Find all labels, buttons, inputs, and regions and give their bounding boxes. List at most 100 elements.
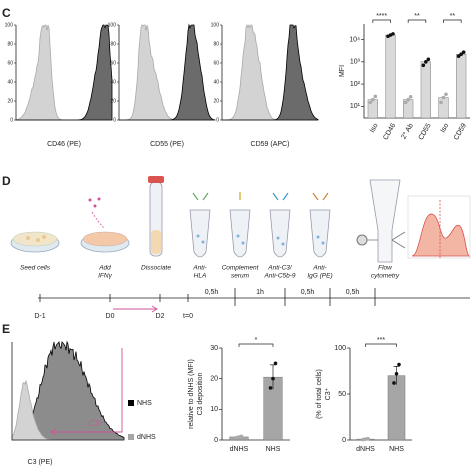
timeline-day: D-1 xyxy=(34,313,45,320)
data-point xyxy=(406,97,410,102)
y-axis-label: C3 deposition xyxy=(197,372,204,415)
data-point xyxy=(424,60,428,64)
step-label: IFNγ xyxy=(98,273,112,280)
data-point xyxy=(391,32,395,36)
data-point xyxy=(271,376,275,381)
timeline-interval: 0,5h xyxy=(205,289,219,296)
x-tick-label: CD46 xyxy=(382,122,397,141)
timeline-day: D0 xyxy=(106,313,115,320)
y-tick-label: 20 xyxy=(210,376,218,383)
bar xyxy=(456,54,467,119)
y-tick-label: 80 xyxy=(110,41,116,47)
x-axis-label: CD55 (PE) xyxy=(150,141,184,148)
step-label: Anti-C3/ xyxy=(267,265,293,272)
step-label: Anti-C5b-9 xyxy=(263,273,295,280)
y-tick-label: 60 xyxy=(7,60,13,66)
significance-bracket xyxy=(372,19,391,23)
y-tick-label: 20 xyxy=(7,98,13,104)
y-tick-label: 0 xyxy=(214,437,218,444)
data-point xyxy=(371,97,375,102)
histogram xyxy=(222,24,319,121)
data-point xyxy=(268,386,273,390)
data-point xyxy=(439,100,443,105)
legend-label: NHS xyxy=(137,400,152,407)
y-axis-label: C3⁺ xyxy=(325,387,332,400)
y-tick-label: 30 xyxy=(210,345,218,352)
schematic xyxy=(10,176,471,263)
y-tick-label: 80 xyxy=(7,41,13,47)
timeline-interval: 0,5h xyxy=(346,289,360,296)
x-tick-label: CD59 xyxy=(453,122,468,141)
axis xyxy=(11,342,124,441)
y-tick-label: 20 xyxy=(213,98,219,104)
data-point xyxy=(444,92,448,97)
y-tick-label: 40 xyxy=(110,79,116,85)
significance-label: *** xyxy=(377,337,385,344)
significance-label: ** xyxy=(450,13,456,20)
error-bar xyxy=(393,366,400,385)
data-point xyxy=(394,371,399,376)
y-tick-label: 0 xyxy=(10,117,13,123)
y-tick-label: 10³ xyxy=(350,59,361,66)
x-tick-label: 2° Ab xyxy=(400,122,415,141)
histogram xyxy=(119,23,216,121)
step-label: serum xyxy=(231,273,250,280)
data-point xyxy=(408,94,413,99)
y-tick-label: 20 xyxy=(110,98,116,104)
x-axis-label: CD59 (APC) xyxy=(251,141,290,148)
data-point xyxy=(441,95,446,100)
step-label: Add xyxy=(98,265,111,272)
step-label: HLA xyxy=(194,273,207,280)
panel-label: D xyxy=(2,174,11,188)
timeline-interval: 1h xyxy=(256,289,264,296)
bar xyxy=(385,34,396,119)
y-tick-label: 10² xyxy=(350,81,361,88)
y-tick-label: 100 xyxy=(5,22,14,28)
bar xyxy=(420,61,431,119)
data-point xyxy=(366,436,370,441)
step-label: Complement xyxy=(222,265,260,272)
timeline-day: t=0 xyxy=(183,313,193,320)
step-label: Anti- xyxy=(192,265,207,272)
step-label: cytometry xyxy=(371,273,400,280)
data-point xyxy=(461,50,466,55)
legend-swatch xyxy=(128,400,134,406)
gate-label: C3⁺ xyxy=(89,419,103,428)
data-point xyxy=(397,362,401,367)
panel-label: E xyxy=(2,322,10,336)
y-tick-label: 100 xyxy=(211,22,220,28)
x-tick-label: dNHS xyxy=(230,446,249,453)
data-point xyxy=(421,63,426,68)
y-tick-label: 0 xyxy=(216,117,219,123)
y-tick-label: 100 xyxy=(334,345,346,352)
significance-bracket xyxy=(238,343,274,347)
data-point xyxy=(392,381,396,385)
x-tick-label: dNHS xyxy=(356,446,375,453)
y-tick-label: 60 xyxy=(213,60,219,66)
significance-bracket xyxy=(443,19,462,23)
data-point xyxy=(403,100,408,105)
gate xyxy=(50,348,123,436)
y-tick-label: 0 xyxy=(342,437,346,444)
y-axis-label: MFI xyxy=(339,65,346,77)
x-tick-label: Iso xyxy=(369,122,380,134)
y-axis-label: (% of total cells) xyxy=(316,369,323,419)
y-tick-label: 80 xyxy=(213,41,219,47)
x-tick-label: CD55 xyxy=(418,122,433,141)
y-tick-label: 60 xyxy=(110,60,116,66)
y-tick-label: 10⁴ xyxy=(349,36,360,43)
y-tick-label: 10 xyxy=(210,406,218,413)
significance-label: **** xyxy=(376,13,387,20)
bar xyxy=(387,375,406,441)
bar xyxy=(438,97,449,119)
data-point xyxy=(459,52,463,57)
axis xyxy=(363,24,470,119)
significance-bracket xyxy=(407,19,427,23)
legend-swatch xyxy=(128,434,134,440)
significance-label: ** xyxy=(414,13,420,20)
data-point xyxy=(426,57,431,62)
data-point xyxy=(373,94,378,99)
panel-label: C xyxy=(2,6,11,20)
significance-label: * xyxy=(255,337,258,344)
arrow xyxy=(113,305,158,313)
